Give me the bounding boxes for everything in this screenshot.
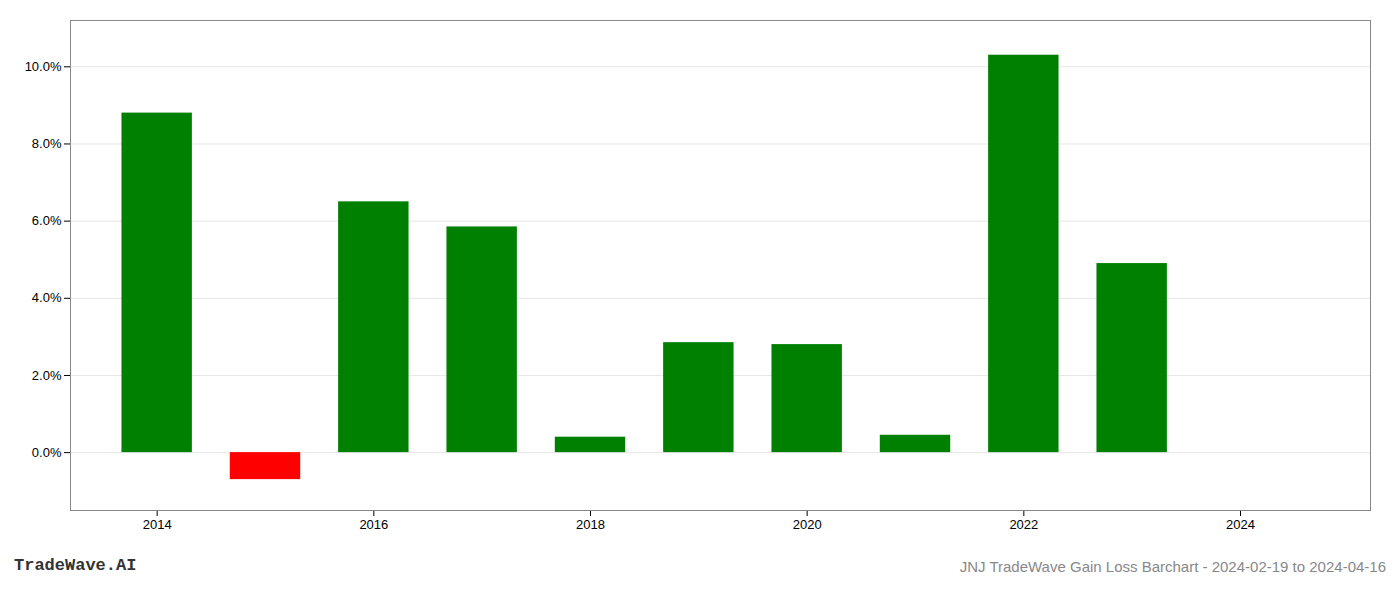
svg-text:8.0%: 8.0% bbox=[32, 136, 62, 151]
svg-text:2020: 2020 bbox=[793, 517, 822, 532]
svg-text:2022: 2022 bbox=[1009, 517, 1038, 532]
svg-text:10.0%: 10.0% bbox=[25, 59, 62, 74]
svg-text:0.0%: 0.0% bbox=[32, 445, 62, 460]
svg-text:6.0%: 6.0% bbox=[32, 213, 62, 228]
svg-text:2018: 2018 bbox=[576, 517, 605, 532]
svg-text:2016: 2016 bbox=[359, 517, 388, 532]
svg-text:2024: 2024 bbox=[1226, 517, 1255, 532]
html-text:JNJ TradeWave Gain Loss Barcha: JNJ TradeWave Gain Loss Barchart - 2024-… bbox=[959, 558, 1386, 575]
svg-text:2014: 2014 bbox=[143, 517, 172, 532]
svg-text:2.0%: 2.0% bbox=[32, 368, 62, 383]
html-text:TradeWave.AI: TradeWave.AI bbox=[14, 556, 137, 575]
svg-text:4.0%: 4.0% bbox=[32, 290, 62, 305]
